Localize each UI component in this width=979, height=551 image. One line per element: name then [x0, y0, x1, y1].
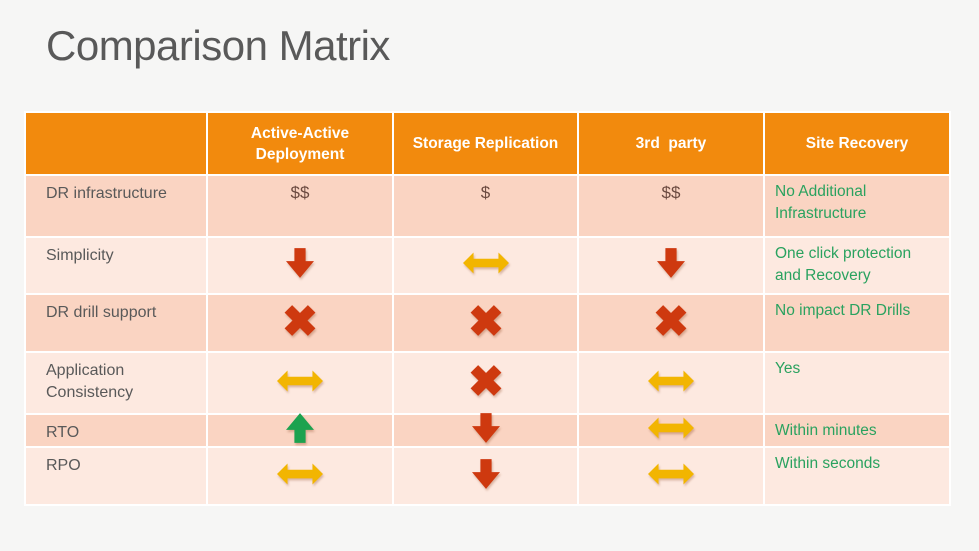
row-label: RTO: [26, 415, 206, 446]
header-cell-2: Storage Replication: [394, 113, 577, 174]
table-row: Application Consistency Yes: [26, 353, 949, 413]
row-label: Simplicity: [26, 238, 206, 293]
value-cell: [394, 238, 577, 293]
result-cell: Yes: [765, 353, 949, 413]
value-cell: [208, 295, 392, 351]
arrow-leftright-icon: [277, 462, 323, 490]
arrow-leftright-icon: [648, 369, 694, 397]
cross-icon: [283, 304, 317, 342]
arrow-down-icon: [471, 458, 500, 494]
value-cell: [208, 353, 392, 413]
page-title: Comparison Matrix: [46, 22, 390, 69]
arrow-down-icon: [286, 248, 314, 283]
value-cell: [394, 295, 577, 351]
arrow-leftright-icon: [648, 417, 694, 444]
header-cell-4: Site Recovery: [765, 113, 949, 174]
value-cell: [208, 413, 392, 448]
value-cell: [579, 415, 763, 446]
value-cell: [579, 238, 763, 293]
value-cell: [579, 295, 763, 351]
table-row: RTO Within minutes: [26, 413, 949, 448]
table-row: DR infrastructure $$ $ $$ No Additional Infr…: [26, 176, 949, 236]
row-label: RPO: [26, 448, 206, 504]
table-row: Simplicity One click protection and Recov…: [26, 238, 949, 293]
table-row: DR drill support No impact DR Drills: [26, 295, 949, 351]
header-cell-1: Active-Active Deployment: [208, 113, 392, 174]
arrow-down-icon: [471, 413, 500, 448]
arrow-leftright-icon: [462, 252, 509, 279]
result-cell: No impact DR Drills: [765, 295, 949, 351]
value-cell: [394, 448, 577, 504]
result-cell: Within seconds: [765, 448, 949, 504]
value-cell: [579, 448, 763, 504]
cross-icon: [654, 304, 688, 342]
value-cell: [208, 238, 392, 293]
arrow-down-icon: [657, 248, 685, 283]
arrow-leftright-icon: [648, 462, 694, 490]
cross-icon: [469, 304, 503, 342]
arrow-up-icon: [286, 413, 314, 448]
header-cell-0: [26, 113, 206, 174]
result-cell: One click protection and Recovery: [765, 238, 949, 293]
arrow-leftright-icon: [277, 369, 323, 397]
header-row: Active-Active Deployment Storage Replicat…: [26, 113, 949, 174]
table-row: RPO Within seconds: [26, 448, 949, 504]
cross-icon: [469, 364, 503, 402]
result-cell: No Additional Infrastructure: [765, 176, 949, 236]
value-cell: [394, 353, 577, 413]
value-cell: [394, 413, 577, 448]
row-label: DR drill support: [26, 295, 206, 351]
value-cell: [208, 448, 392, 504]
comparison-table: Active-Active Deployment Storage Replicat…: [24, 111, 951, 506]
value-cell: $: [394, 176, 577, 236]
value-cell: $$: [579, 176, 763, 236]
result-cell: Within minutes: [765, 415, 949, 446]
row-label: DR infrastructure: [26, 176, 206, 236]
row-label: Application Consistency: [26, 353, 206, 413]
value-cell: $$: [208, 176, 392, 236]
header-cell-3: 3rd party: [579, 113, 763, 174]
value-cell: [579, 353, 763, 413]
